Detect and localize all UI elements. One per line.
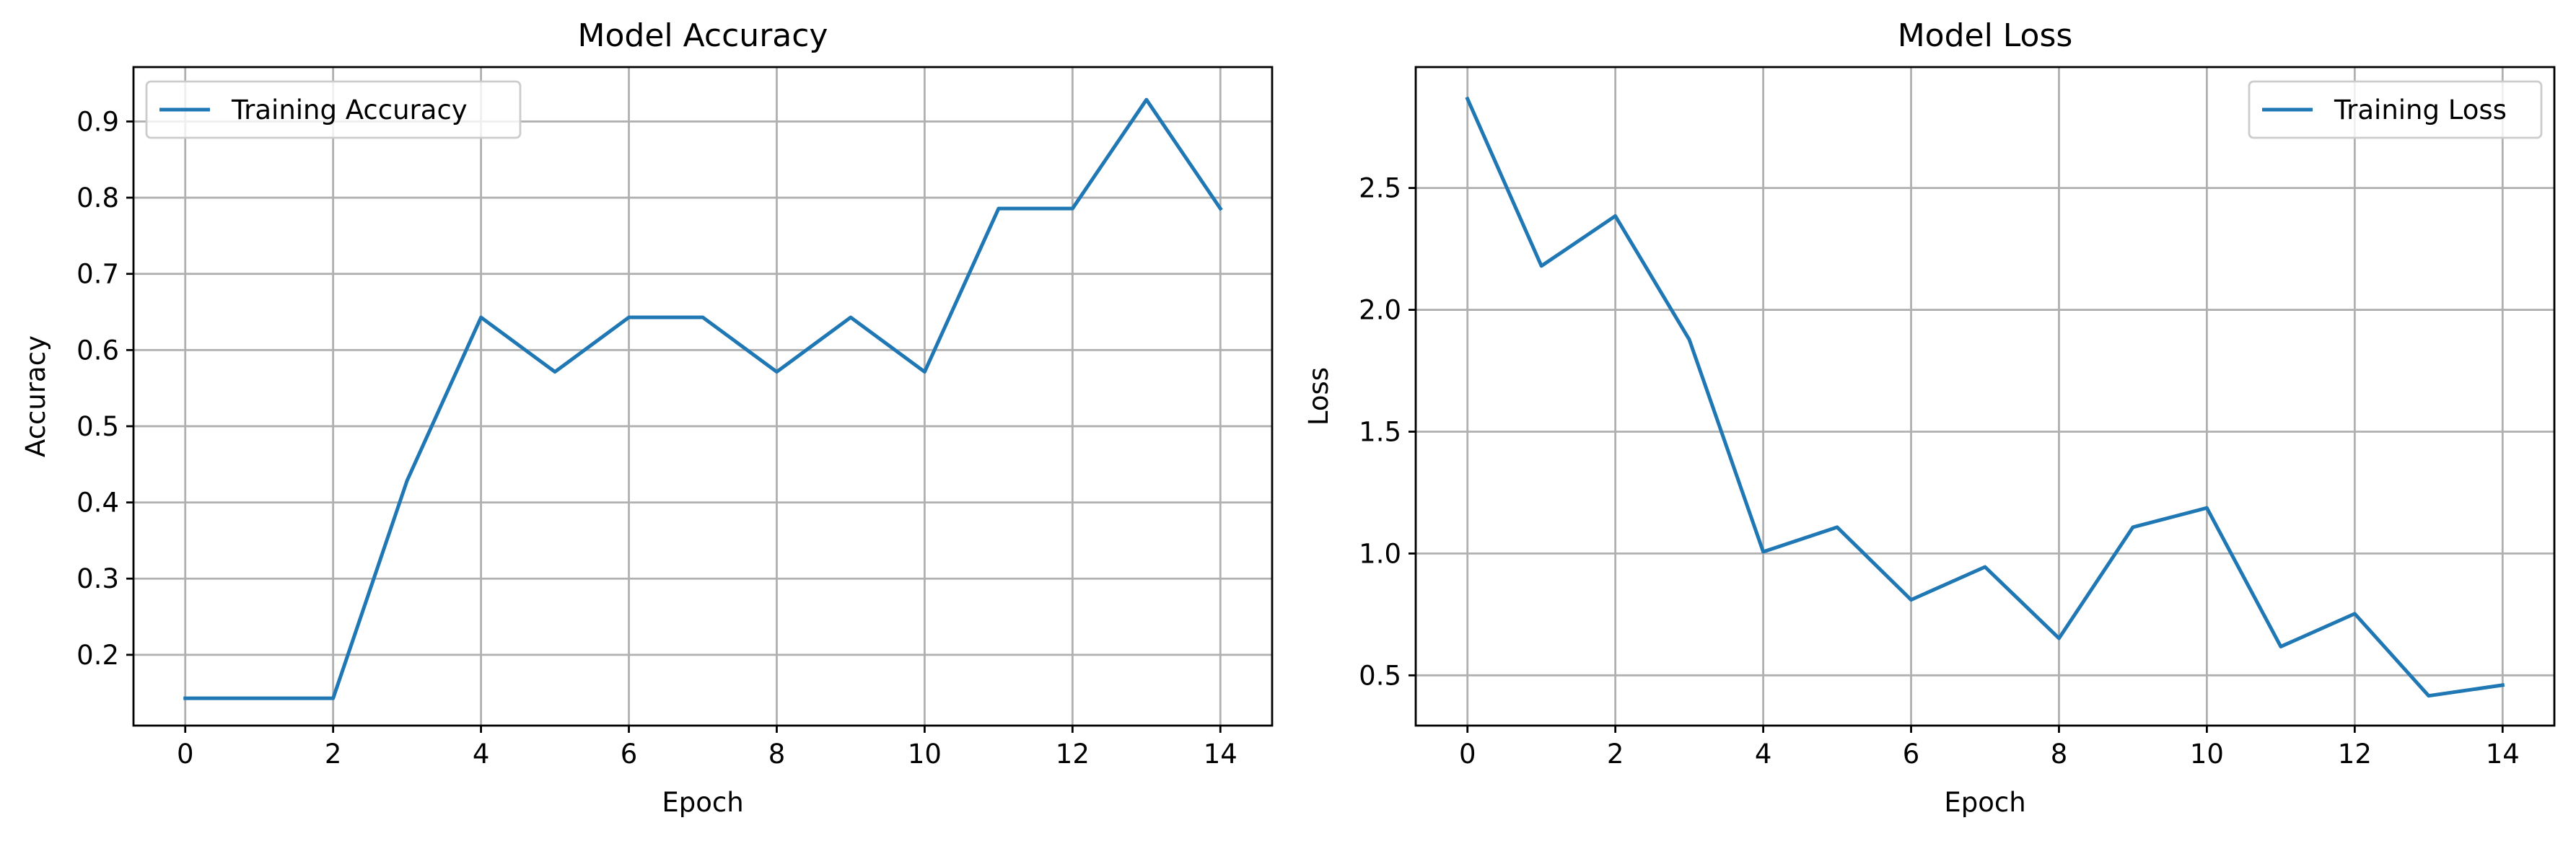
- chart-title: Model Loss: [1898, 17, 2073, 54]
- x-tick-label: 0: [1459, 739, 1476, 770]
- x-tick-label: 12: [1056, 739, 1090, 770]
- y-tick-label: 0.4: [76, 488, 119, 519]
- legend-label: Training Loss: [2334, 94, 2507, 126]
- y-tick-label: 0.3: [76, 563, 119, 594]
- y-tick-label: 0.2: [76, 640, 119, 671]
- chart-title: Model Accuracy: [578, 17, 828, 54]
- plot-frame: [132, 66, 1274, 727]
- x-tick-label: 2: [1607, 739, 1624, 770]
- y-tick-label: 0.5: [76, 411, 119, 442]
- x-tick-label: 10: [908, 739, 942, 770]
- chart-loss: 0 2 4 6 8 10 12 14 0.5 1.0 1.5 2.0 2.5 Model Loss Epoc…: [1303, 17, 2556, 818]
- y-tick-label: 1.0: [1359, 538, 1401, 569]
- x-tick-label: 14: [2486, 739, 2520, 770]
- series-line-loss: [1465, 96, 2505, 698]
- x-tick-label: 14: [1204, 739, 1237, 770]
- x-axis-label: Epoch: [1944, 787, 2025, 818]
- legend: Training Accuracy: [145, 80, 522, 139]
- x-tick-label: 0: [177, 739, 194, 770]
- y-tick-label: 0.8: [76, 182, 119, 213]
- chart-accuracy: 0 2 4 6 8 10 12 14 0.2 0.3 0.4 0.5 0.6 0.7 0.8 0.9 Model…: [20, 17, 1274, 818]
- x-tick-label: 12: [2338, 739, 2372, 770]
- x-tick-label: 6: [1903, 739, 1920, 770]
- y-tick-label: 2.5: [1359, 173, 1401, 204]
- y-tick-label: 0.9: [76, 106, 119, 137]
- x-tick-label: 8: [2051, 739, 2068, 770]
- x-tick-label: 8: [768, 739, 786, 770]
- y-tick-label: 0.5: [1359, 660, 1401, 691]
- legend-box: [2248, 80, 2543, 139]
- legend-label: Training Accuracy: [231, 94, 468, 126]
- y-tick-label: 0.7: [76, 259, 119, 290]
- x-tick-label: 6: [621, 739, 638, 770]
- x-tick-label: 10: [2190, 739, 2224, 770]
- series-line-accuracy: [183, 97, 1223, 700]
- x-tick-label: 4: [1755, 739, 1772, 770]
- legend-box: [145, 80, 522, 139]
- y-axis-label: Accuracy: [20, 335, 51, 457]
- x-axis-label: Epoch: [662, 787, 743, 818]
- y-tick-label: 0.6: [76, 335, 119, 366]
- y-axis-label: Loss: [1303, 367, 1334, 426]
- x-tick-label: 2: [325, 739, 342, 770]
- legend: Training Loss: [2248, 80, 2543, 139]
- y-tick-label: 2.0: [1359, 295, 1401, 326]
- plot-frame: [1414, 66, 2556, 727]
- x-tick-label: 4: [473, 739, 490, 770]
- y-tick-label: 1.5: [1359, 416, 1401, 447]
